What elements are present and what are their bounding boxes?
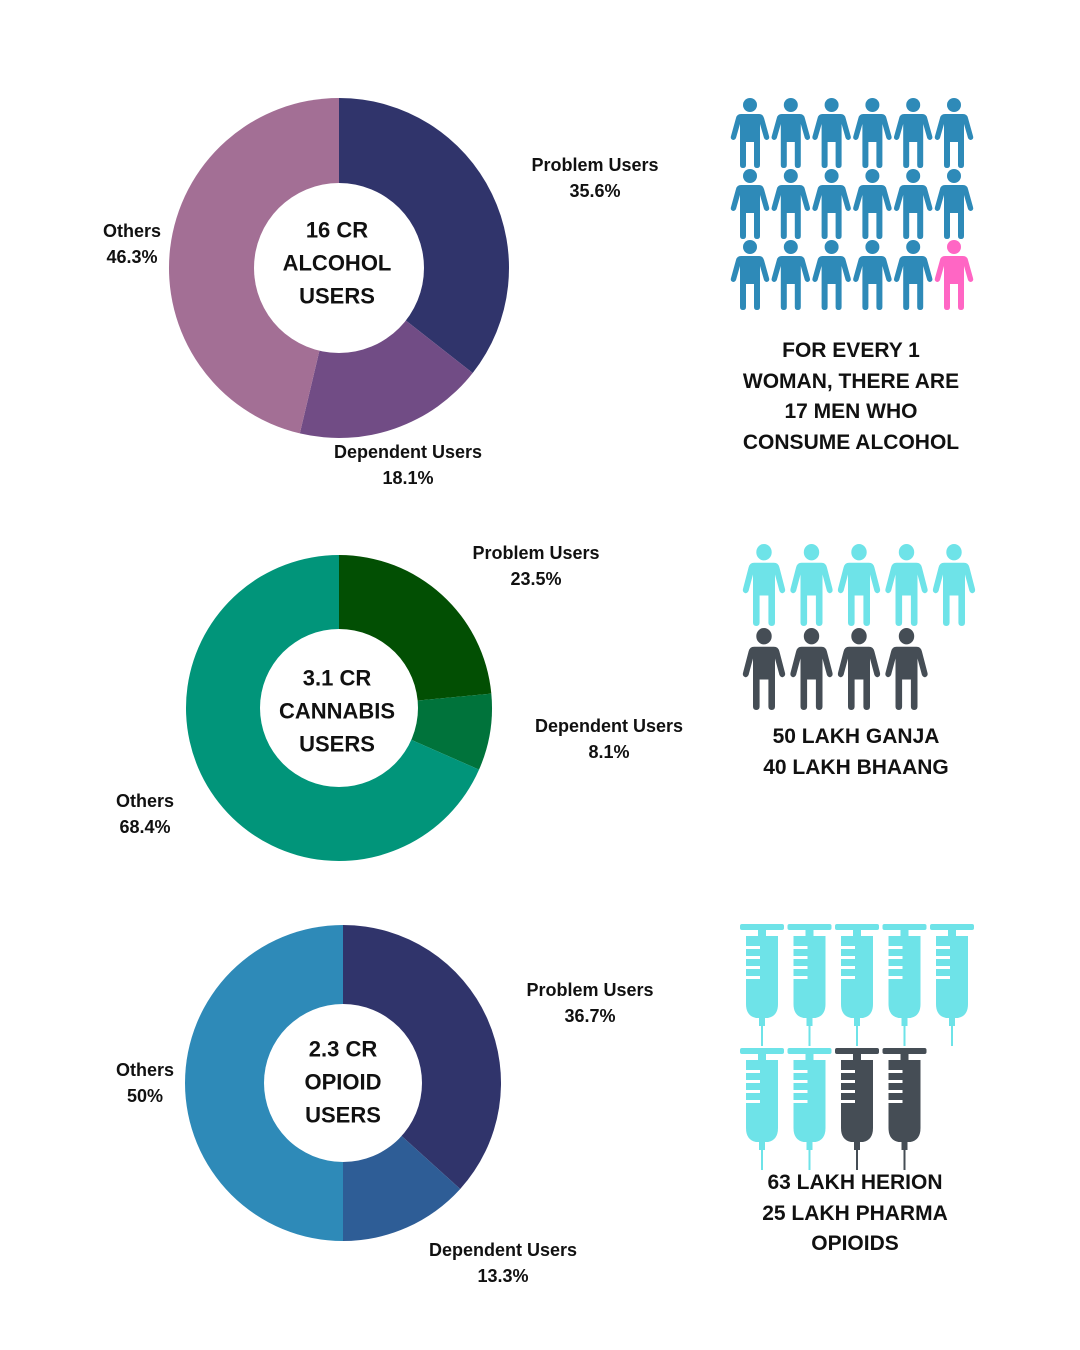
person-icon [853,98,892,168]
slice-value: 8.1% [588,742,630,762]
slice-value: 36.7% [564,1006,616,1026]
caption-line: 50 LAKH GANJA [772,725,940,748]
person-icon [893,169,933,239]
person-icon [730,98,770,168]
center-line: USERS [305,1102,381,1128]
cannabis-caption: 50 LAKH GANJA 40 LAKH BHAANG [706,722,1006,783]
center-line: 16 CR [305,217,369,243]
center-line: 2.3 CR [308,1036,378,1062]
alcohol-problem-label: Problem Users 35.6% [531,152,658,204]
alcohol-center-label: 16 CR ALCOHOL USERS [257,214,417,313]
opioid-problem-label: Problem Users 36.7% [526,977,653,1029]
alcohol-gender-caption: FOR EVERY 1 WOMAN, THERE ARE 17 MEN WHO … [701,336,1001,458]
cannabis-dependent-label: Dependent Users 8.1% [535,713,683,765]
syringe-icon [740,924,784,1046]
caption-line: 25 LAKH PHARMA [762,1201,948,1225]
syringe-icon [930,924,974,1046]
slice-name: Others [115,1060,175,1080]
person-icon [837,544,881,626]
person-icon [893,240,933,310]
donut-hole [260,629,418,787]
caption-line: FOR EVERY 1 [782,339,920,362]
donut-slice-problem-users [343,925,502,1189]
person-icon [932,544,976,626]
person-icon [934,98,974,168]
center-line: USERS [299,283,375,309]
person-icon [934,240,974,310]
person-icon [837,628,881,710]
opioid-others-label: Others 50% [116,1057,174,1109]
person-icon [730,169,770,239]
slice-value: 46.3% [106,247,158,267]
cannabis-others-label: Others 68.4% [116,788,174,840]
person-icon [790,628,833,710]
syringe-icon [740,1048,784,1170]
slice-name: Problem Users [526,980,654,1000]
slice-name: Problem Users [472,543,600,563]
person-icon [730,240,770,310]
syringe-icon [787,924,832,1046]
caption-line: 63 LAKH HERION [767,1171,943,1194]
syringe-icon [835,1048,879,1170]
syringe-icon [882,924,927,1046]
center-line: ALCOHOL [282,250,392,276]
slice-name: Others [102,221,162,241]
person-icon [771,240,811,310]
person-icon [771,169,811,239]
syringe-icon [787,1048,832,1170]
donut-hole [264,1004,422,1162]
person-icon [853,240,892,310]
person-icon [934,169,974,239]
alcohol-dependent-label: Dependent Users 18.1% [334,439,482,491]
slice-value: 13.3% [477,1266,529,1286]
cannabis-problem-label: Problem Users 23.5% [472,540,599,592]
person-icon [771,98,811,168]
person-icon [885,544,928,626]
caption-line: WOMAN, THERE ARE [742,369,960,393]
alcohol-others-label: Others 46.3% [103,218,161,270]
slice-value: 23.5% [510,569,562,589]
donut-slice-others [168,98,339,434]
opioid-caption: 63 LAKH HERION 25 LAKH PHARMA OPIOIDS [705,1168,1005,1260]
opioid-dependent-label: Dependent Users 13.3% [429,1237,577,1289]
center-line: USERS [299,731,375,757]
caption-line: 40 LAKH BHAANG [763,755,949,779]
slice-name: Dependent Users [333,442,483,462]
syringe-icon [882,1048,927,1170]
person-icon [790,544,833,626]
slice-name: Dependent Users [534,716,684,736]
center-line: OPIOID [304,1069,382,1095]
person-icon [812,169,851,239]
slice-value: 68.4% [119,817,171,837]
syringe-icon [835,924,879,1046]
caption-line: CONSUME ALCOHOL [742,430,960,454]
person-icon [893,98,933,168]
person-icon [742,544,786,626]
slice-value: 50% [126,1086,164,1106]
person-icon [853,169,892,239]
cannabis-person-icons [742,544,976,710]
caption-line: 17 MEN WHO [784,400,918,423]
caption-line: OPIOIDS [811,1232,899,1255]
person-icon [812,240,851,310]
opioid-center-label: 2.3 CR OPIOID USERS [263,1033,423,1132]
donut-hole [254,183,424,353]
slice-name: Others [115,791,175,811]
person-icon [742,628,786,710]
person-icon [812,98,851,168]
cannabis-center-label: 3.1 CR CANNABIS USERS [257,662,417,761]
center-line: CANNABIS [278,698,396,724]
slice-value: 18.1% [382,468,434,488]
donut-slice-problem-users [339,98,510,374]
slice-value: 35.6% [569,181,621,201]
slice-name: Problem Users [531,155,659,175]
alcohol-gender-person-icons [730,98,974,310]
opioid-syringe-icons [740,924,974,1170]
person-icon [885,628,928,710]
slice-name: Dependent Users [428,1240,578,1260]
center-line: 3.1 CR [302,665,372,691]
